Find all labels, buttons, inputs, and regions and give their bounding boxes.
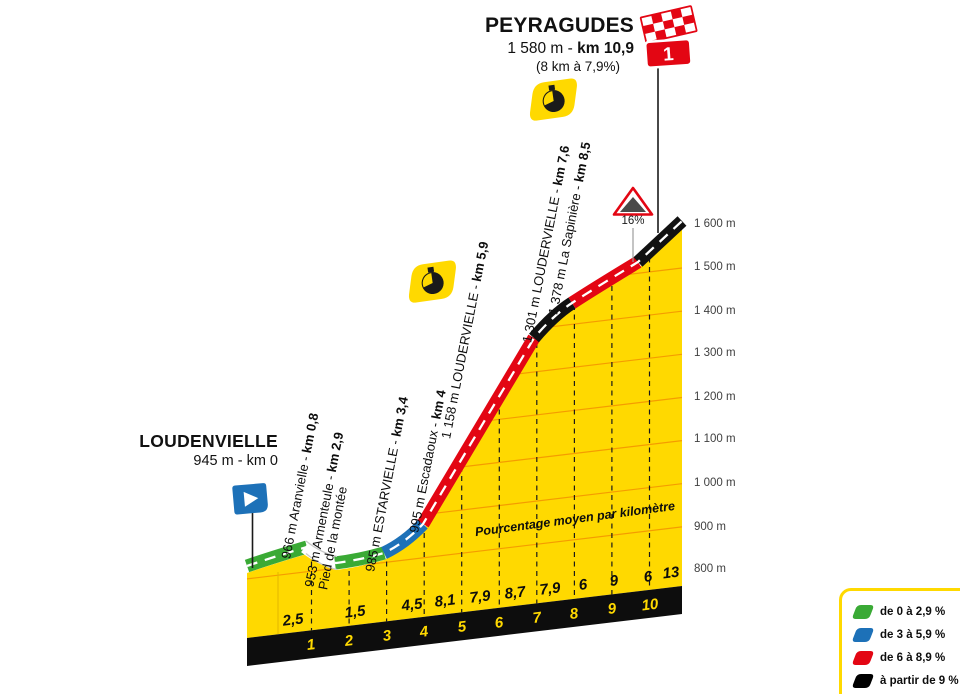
elevation-tick-1200: 1 200 m (694, 391, 736, 403)
road-centerline (246, 220, 683, 568)
legend-swatch-blue-icon (852, 627, 874, 642)
start-detail: 945 m - km 0 (193, 453, 278, 469)
legend-swatch-black-icon (852, 673, 874, 688)
elevation-tick-1300: 1 300 m (694, 347, 736, 359)
gradient-legend: de 0 à 2,9 % de 3 à 5,9 % de 6 à 8,9 % à… (839, 588, 960, 694)
finish-header: PEYRAGUDES 1 580 m - km 10,9 (8 km à 7,9… (314, 14, 634, 74)
finish-km: km 10,9 (577, 40, 634, 58)
category-badge: 1 (644, 37, 693, 69)
descent-edges (305, 540, 338, 571)
elevation-tick-900: 900 m (694, 521, 726, 533)
legend-item-blue: de 3 à 5,9 % (852, 623, 960, 646)
gradient-label-km8: 7,9 (538, 579, 562, 599)
steep-warning-icon (612, 186, 654, 262)
gradient-label-km6: 7,9 (468, 587, 492, 607)
legend-item-black: à partir de 9 % (852, 669, 960, 692)
start-header: LOUDENVIELLE 945 m - km 0 (60, 431, 278, 470)
finish-name: PEYRAGUDES (484, 14, 634, 37)
category-badge-number: 1 (662, 44, 674, 66)
finish-effort: (8 km à 7,9%) (535, 58, 620, 74)
gradient-label-km3: 1,5 (343, 602, 367, 622)
start-name: LOUDENVIELLE (139, 431, 278, 451)
legend-label: à partir de 9 % (880, 674, 959, 687)
legend-swatch-green-icon (852, 604, 874, 619)
legend-label: de 3 à 5,9 % (880, 628, 946, 641)
finish-elevation: 1 580 m - (507, 40, 578, 58)
timer-icon (408, 260, 456, 303)
elevation-tick-1000: 1 000 m (694, 477, 736, 489)
gradient-label-km7: 8,7 (503, 583, 527, 603)
elevation-tick-1100: 1 100 m (694, 433, 736, 445)
legend-label: de 6 à 8,9 % (880, 651, 946, 664)
legend-swatch-red-icon (852, 650, 874, 665)
gradient-label-final: 13 (661, 563, 681, 583)
legend-label: de 0 à 2,9 % (880, 605, 946, 618)
gradient-label-km1: 2,5 (281, 610, 305, 630)
start-flag-icon (232, 483, 268, 568)
elevation-tick-1400: 1 400 m (694, 305, 736, 317)
elevation-tick-800: 800 m (694, 563, 726, 575)
gradient-label-km5: 8,1 (433, 591, 457, 611)
timer-icon-2 (529, 78, 577, 121)
checkered-flag-icon (637, 2, 700, 46)
base-plinth (247, 586, 682, 666)
legend-item-red: de 6 à 8,9 % (852, 646, 960, 669)
finish-detail: 1 580 m - km 10,9 (314, 40, 634, 58)
legend-item-green: de 0 à 2,9 % (852, 600, 960, 623)
elevation-tick-1600: 1 600 m (694, 218, 736, 230)
mountain-body (247, 227, 682, 638)
elevation-tick-1500: 1 500 m (694, 261, 736, 273)
gradient-label-km4: 4,5 (400, 595, 424, 615)
warning-gradient-value: 16% (621, 215, 645, 227)
km-marker-10: 10 (640, 595, 660, 615)
